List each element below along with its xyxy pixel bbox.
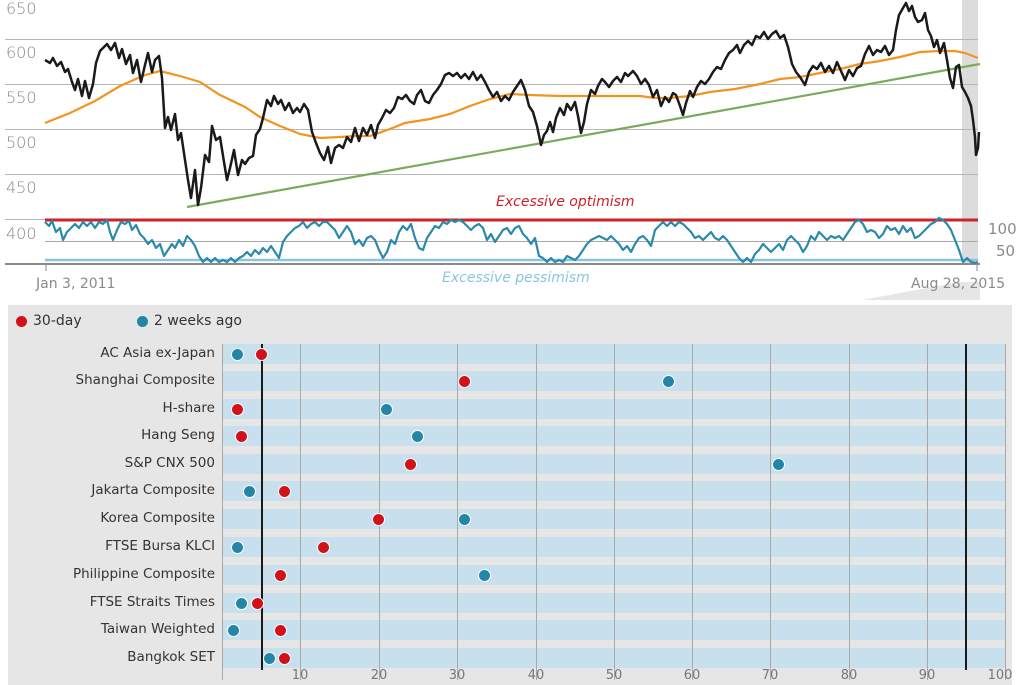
x-axis-baseline: [5, 263, 980, 265]
dot-30-day: [274, 623, 288, 637]
row-band: [222, 648, 1005, 668]
row-band: [222, 509, 1005, 529]
end-date-label: Aug 28, 2015: [911, 276, 1006, 292]
legend-item-2-weeks-ago: 2 weeks ago: [137, 313, 242, 329]
gridline-0: [222, 344, 223, 680]
gridline-70: [770, 344, 771, 680]
row-band: [222, 454, 1005, 474]
gridline-20: [379, 344, 380, 680]
row-band: [222, 371, 1005, 391]
line-plot: [44, 1, 981, 300]
gridline-90: [927, 344, 928, 680]
pessimism-threshold-line: [261, 344, 263, 670]
dot-2-weeks-ago: [458, 512, 472, 526]
gridline-450: [5, 174, 978, 175]
dot-2-weeks-ago: [262, 651, 276, 665]
dot-2-weeks-ago: [477, 568, 491, 582]
optimism-threshold-line: [965, 344, 967, 670]
row-label: H-share: [162, 400, 215, 416]
dot-30-day: [250, 596, 264, 610]
row-label: Shanghai Composite: [75, 372, 215, 388]
row-label: FTSE Straits Times: [89, 594, 215, 610]
row-label: Bangkok SET: [127, 649, 215, 665]
y-label-650: 650: [6, 0, 37, 18]
start-date-label: Jan 3, 2011: [36, 276, 116, 292]
gridline-30: [457, 344, 458, 680]
x-tick: 80: [840, 668, 858, 683]
dot-30-day: [372, 512, 386, 526]
dot-2-weeks-ago: [231, 540, 245, 554]
sentiment-label-50: 50: [996, 242, 1016, 260]
dot-30-day: [231, 402, 245, 416]
gridline-600: [5, 39, 978, 40]
row-label: Jakarta Composite: [91, 482, 215, 498]
legend-label: 30-day: [33, 313, 82, 329]
row-band: [222, 537, 1005, 557]
excessive-pessimism-label: Excessive pessimism: [442, 270, 590, 286]
gridline-sentiment-50: [45, 241, 978, 242]
dot-2-weeks-ago: [227, 623, 241, 637]
gridline-40: [536, 344, 537, 680]
row-band: [222, 565, 1005, 585]
teal-dot-icon: [137, 315, 148, 327]
dot-30-day: [403, 457, 417, 471]
gridline-10: [300, 344, 301, 680]
row-label: Taiwan Weighted: [100, 621, 215, 637]
row-label: FTSE Bursa KLCI: [105, 538, 215, 554]
x-tick: 90: [918, 668, 936, 683]
y-label-600: 600: [6, 43, 37, 62]
gridline-100: [1005, 344, 1006, 680]
x-tick: 10: [291, 668, 309, 683]
dot-30-day: [317, 540, 331, 554]
y-label-400: 400: [6, 224, 37, 243]
dot-30-day: [458, 374, 472, 388]
row-band: [222, 481, 1005, 501]
gridline-550: [5, 84, 978, 85]
x-tick: 40: [527, 668, 545, 683]
excessive-optimism-label: Excessive optimism: [496, 194, 635, 210]
x-tick: 60: [683, 668, 701, 683]
x-tick: 50: [605, 668, 623, 683]
row-label: Philippine Composite: [72, 566, 215, 582]
dot-30-day: [235, 429, 249, 443]
row-band: [222, 344, 1005, 364]
x-tick: 20: [370, 668, 388, 683]
dot-2-weeks-ago: [235, 596, 249, 610]
x-tick: 70: [761, 668, 779, 683]
dot-2-weeks-ago: [661, 374, 675, 388]
sentiment-label-100: 100: [988, 220, 1017, 238]
gridline-500: [5, 129, 978, 130]
y-label-550: 550: [6, 88, 37, 107]
y-label-450: 450: [6, 178, 37, 197]
row-label: Hang Seng: [141, 427, 215, 443]
dot-30-day: [278, 484, 292, 498]
row-label: AC Asia ex-Japan: [100, 345, 215, 361]
gridline-50: [614, 344, 615, 680]
dot-2-weeks-ago: [771, 457, 785, 471]
red-dot-icon: [16, 315, 27, 327]
gridline-60: [692, 344, 693, 680]
y-label-500: 500: [6, 133, 37, 152]
dot-30-day: [274, 568, 288, 582]
dot-2-weeks-ago: [380, 402, 394, 416]
dot-30-day: [254, 347, 268, 361]
dot-2-weeks-ago: [411, 429, 425, 443]
row-band: [222, 620, 1005, 640]
dot-2-weeks-ago: [231, 347, 245, 361]
price-chart: 650 600 550 500 450 400 100 50 Jan 3, 20…: [0, 0, 1020, 300]
gridline-80: [849, 344, 850, 680]
x-tick: 30: [448, 668, 466, 683]
legend-label: 2 weeks ago: [154, 313, 242, 329]
row-band: [222, 593, 1005, 613]
row-band: [222, 399, 1005, 419]
dot-2-weeks-ago: [243, 484, 257, 498]
x-tick: 100: [987, 668, 1013, 683]
legend-item-30-day: 30-day: [16, 313, 82, 329]
dot-30-day: [278, 651, 292, 665]
row-label: Korea Composite: [100, 510, 215, 526]
row-label: S&P CNX 500: [124, 455, 215, 471]
